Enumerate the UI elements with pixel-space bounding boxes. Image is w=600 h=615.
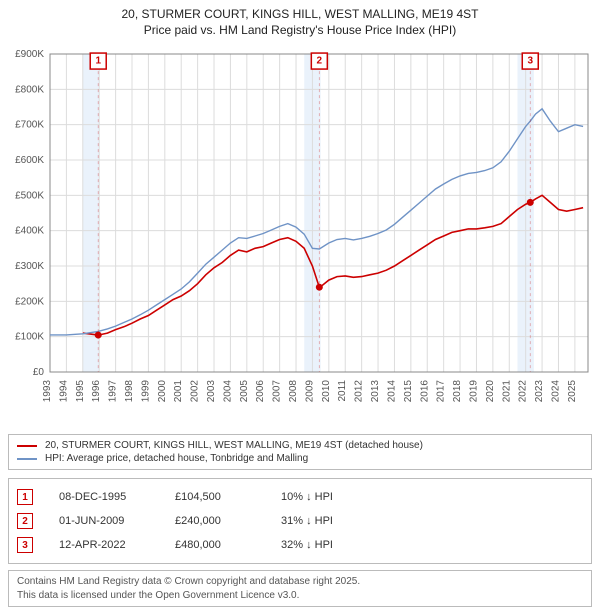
svg-text:2000: 2000 (157, 380, 168, 403)
svg-text:1999: 1999 (140, 380, 151, 403)
svg-text:1997: 1997 (108, 380, 119, 403)
svg-text:£700K: £700K (15, 120, 44, 131)
events-table: 1 08-DEC-1995 £104,500 10% ↓ HPI 2 01-JU… (8, 478, 592, 564)
svg-text:3: 3 (527, 56, 533, 67)
svg-text:£800K: £800K (15, 85, 44, 96)
svg-text:£400K: £400K (15, 226, 44, 237)
svg-text:1993: 1993 (42, 380, 53, 403)
svg-text:£600K: £600K (15, 155, 44, 166)
event-price-1: £104,500 (175, 491, 255, 503)
svg-text:2023: 2023 (534, 380, 545, 403)
svg-text:2021: 2021 (501, 380, 512, 403)
svg-text:2004: 2004 (222, 380, 233, 403)
svg-text:2006: 2006 (255, 380, 266, 403)
chart-svg: £0 £100K £200K £300K £400K £500K £600K £700K £80… (0, 48, 600, 428)
legend-swatch-hpi (17, 458, 37, 460)
svg-text:2: 2 (317, 56, 323, 67)
legend: 20, STURMER COURT, KINGS HILL, WEST MALL… (8, 434, 592, 470)
svg-text:2001: 2001 (173, 380, 184, 403)
svg-text:£100K: £100K (15, 332, 44, 343)
svg-text:2024: 2024 (550, 380, 561, 403)
event-date-2: 01-JUN-2009 (59, 515, 149, 527)
event-date-1: 08-DEC-1995 (59, 491, 149, 503)
svg-text:2016: 2016 (419, 380, 430, 403)
svg-text:2002: 2002 (190, 380, 201, 403)
svg-text:2005: 2005 (239, 380, 250, 403)
svg-text:£0: £0 (33, 367, 45, 378)
svg-text:2014: 2014 (386, 380, 397, 403)
legend-label-hpi: HPI: Average price, detached house, Tonb… (45, 453, 308, 464)
event-delta-3: 32% ↓ HPI (281, 539, 371, 551)
svg-text:2003: 2003 (206, 380, 217, 403)
svg-text:2012: 2012 (354, 380, 365, 403)
event-date-3: 12-APR-2022 (59, 539, 149, 551)
event-delta-2: 31% ↓ HPI (281, 515, 371, 527)
svg-text:1998: 1998 (124, 380, 135, 403)
legend-swatch-price-paid (17, 445, 37, 447)
legend-item-price-paid: 20, STURMER COURT, KINGS HILL, WEST MALL… (17, 439, 583, 452)
event-badge-2: 2 (17, 513, 33, 529)
event-price-3: £480,000 (175, 539, 255, 551)
event-delta-1: 10% ↓ HPI (281, 491, 371, 503)
svg-text:2010: 2010 (321, 380, 332, 403)
title-line-2: Price paid vs. HM Land Registry's House … (10, 22, 590, 38)
svg-text:1995: 1995 (75, 380, 86, 403)
svg-text:2011: 2011 (337, 380, 348, 402)
footer-line-2: This data is licensed under the Open Gov… (17, 589, 583, 603)
event-row-1: 1 08-DEC-1995 £104,500 10% ↓ HPI (17, 485, 583, 509)
footer: Contains HM Land Registry data © Crown c… (8, 570, 592, 607)
svg-text:£500K: £500K (15, 191, 44, 202)
svg-text:2013: 2013 (370, 380, 381, 403)
svg-text:2020: 2020 (485, 380, 496, 403)
svg-text:2008: 2008 (288, 380, 299, 403)
event-badge-3: 3 (17, 537, 33, 553)
event-row-2: 2 01-JUN-2009 £240,000 31% ↓ HPI (17, 509, 583, 533)
chart-area: £0 £100K £200K £300K £400K £500K £600K £700K £80… (0, 48, 600, 428)
chart-container: 20, STURMER COURT, KINGS HILL, WEST MALL… (0, 0, 600, 607)
svg-text:1994: 1994 (58, 380, 69, 403)
svg-text:2009: 2009 (304, 380, 315, 403)
svg-text:2015: 2015 (403, 380, 414, 403)
legend-label-price-paid: 20, STURMER COURT, KINGS HILL, WEST MALL… (45, 440, 423, 451)
svg-text:2025: 2025 (567, 380, 578, 403)
svg-text:2007: 2007 (272, 380, 283, 403)
event-badge-1: 1 (17, 489, 33, 505)
svg-text:2022: 2022 (518, 380, 529, 403)
svg-text:1996: 1996 (91, 380, 102, 403)
title-line-1: 20, STURMER COURT, KINGS HILL, WEST MALL… (10, 6, 590, 22)
event-row-3: 3 12-APR-2022 £480,000 32% ↓ HPI (17, 533, 583, 557)
legend-item-hpi: HPI: Average price, detached house, Tonb… (17, 452, 583, 465)
svg-text:1: 1 (95, 56, 101, 67)
svg-text:2018: 2018 (452, 380, 463, 403)
svg-text:2019: 2019 (468, 380, 479, 403)
footer-line-1: Contains HM Land Registry data © Crown c… (17, 575, 583, 589)
svg-text:£900K: £900K (15, 49, 44, 60)
event-price-2: £240,000 (175, 515, 255, 527)
svg-text:£200K: £200K (15, 297, 44, 308)
svg-text:2017: 2017 (436, 380, 447, 403)
title-block: 20, STURMER COURT, KINGS HILL, WEST MALL… (0, 0, 600, 48)
svg-text:£300K: £300K (15, 261, 44, 272)
